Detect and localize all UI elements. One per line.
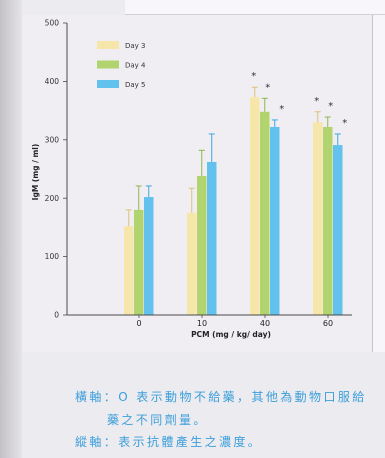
x-tick-label: 60 xyxy=(323,319,333,328)
bar-day-5-dose-10 xyxy=(207,161,217,315)
significance-marker: * xyxy=(342,118,347,129)
x-tick-label: 40 xyxy=(260,319,270,328)
y-tick-label: 0 xyxy=(54,311,59,320)
y-tick-label: 100 xyxy=(45,252,60,261)
legend-label: Day 4 xyxy=(125,62,146,70)
bar-day-4-dose-0 xyxy=(134,209,144,315)
page-top-edge xyxy=(125,0,385,15)
bar-day-4-dose-60 xyxy=(323,126,333,316)
caption-horizontal-axis-note-continued: 藥之不同劑量。 xyxy=(107,413,208,427)
bar-day-3-dose-60 xyxy=(313,122,323,315)
significance-marker: * xyxy=(265,82,270,93)
legend-label: Day 3 xyxy=(125,42,146,50)
igm-bar-chart: 0 100 200 300 400 500 * * * * * * 0 10 40 60 Day 3 Day 4 D… xyxy=(31,19,352,339)
legend-swatch xyxy=(97,41,119,49)
bar-day-3-dose-0 xyxy=(124,226,134,315)
page-right-edge xyxy=(372,15,385,352)
chart-marks: 0 100 200 300 400 500 * * * * * * 0 10 40 60 Day 3 Day 4 D… xyxy=(45,19,352,328)
caption-vertical-axis-note: 縱軸：表示抗體產生之濃度。 xyxy=(75,435,263,449)
legend-label: Day 5 xyxy=(125,81,146,89)
legend-swatch xyxy=(97,80,119,88)
bar-day-5-dose-60 xyxy=(333,145,343,315)
x-tick-label: 0 xyxy=(136,319,141,328)
caption-horizontal-axis-note: 橫軸：O 表示動物不給藥，其他為動物口服給 xyxy=(75,390,367,404)
bar-day-3-dose-40 xyxy=(250,97,260,315)
legend-swatch xyxy=(97,60,119,69)
y-axis-title: IgM (mg / ml) xyxy=(31,144,40,201)
bar-day-4-dose-40 xyxy=(260,111,270,315)
bar-day-5-dose-40 xyxy=(270,126,280,316)
significance-marker: * xyxy=(314,96,319,107)
scan-left-margin xyxy=(0,0,22,458)
significance-marker: * xyxy=(279,104,284,115)
y-tick-label: 200 xyxy=(45,194,60,203)
significance-marker: * xyxy=(328,101,333,112)
y-tick-label: 300 xyxy=(45,135,60,144)
bar-day-5-dose-0 xyxy=(144,197,154,315)
y-tick-label: 400 xyxy=(45,77,60,86)
bar-day-3-dose-10 xyxy=(187,212,197,315)
bar-day-4-dose-10 xyxy=(197,176,207,315)
x-axis-title: PCM (mg / kg/ day) xyxy=(191,330,271,339)
x-tick-label: 10 xyxy=(197,319,207,328)
y-tick-label: 500 xyxy=(45,19,60,28)
significance-marker: * xyxy=(251,71,256,82)
